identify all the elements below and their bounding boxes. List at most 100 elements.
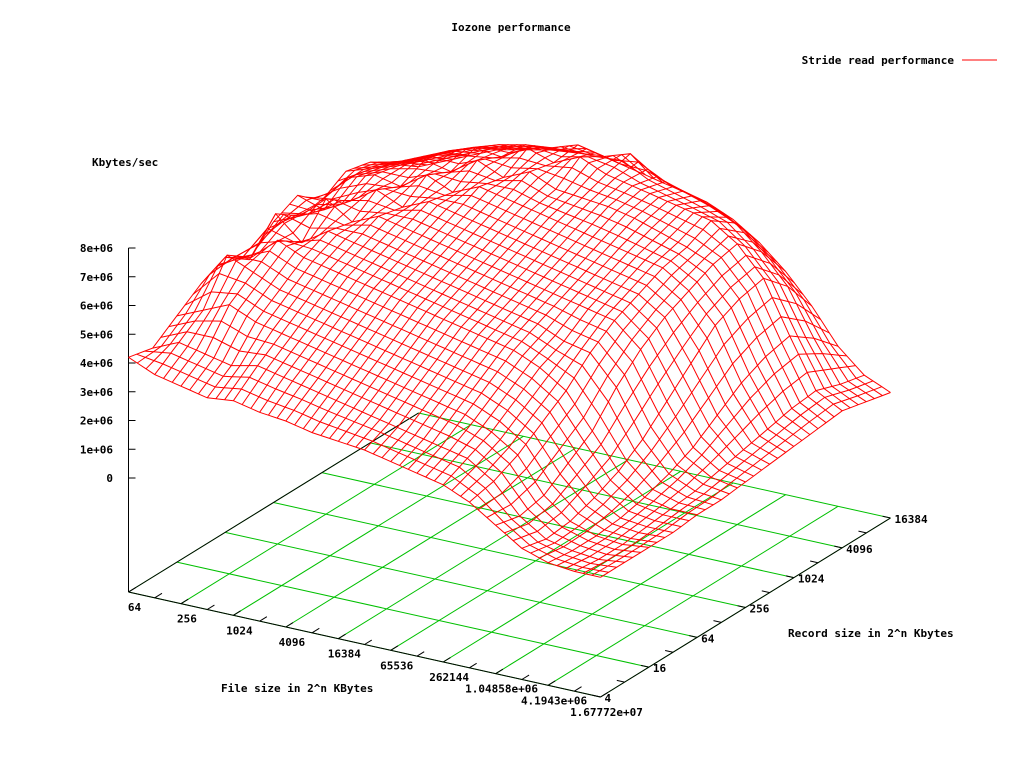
x-tick-label: 1024 [226, 624, 253, 637]
x-tick [128, 587, 137, 593]
y-axis-label: Record size in 2^n Kbytes [788, 627, 954, 640]
x-tick-label: 64 [128, 601, 142, 614]
y-tick [761, 590, 770, 594]
surface-line-file [565, 365, 856, 569]
z-tick-label: 7e+06 [80, 271, 113, 284]
surface-line-record [200, 254, 674, 533]
z-tick-label: 2e+06 [80, 415, 113, 428]
y-tick-label: 256 [750, 603, 770, 616]
y-tick-label: 4 [605, 692, 612, 705]
x-tick-label: 65536 [380, 659, 413, 672]
surface-line-record [313, 183, 787, 453]
surface-line-file [504, 254, 795, 534]
y-tick-label: 16384 [895, 513, 928, 526]
surface-line-record [410, 147, 883, 397]
x-tick [600, 692, 609, 698]
surface-line-record [418, 149, 891, 393]
x-axis-label: File size in 2^n KBytes [221, 682, 373, 695]
surface-line-record [128, 356, 601, 578]
legend-label: Stride read performance [802, 54, 955, 67]
x-tick [547, 680, 556, 686]
x-tick [154, 592, 163, 599]
x-tick-label: 1.04858e+06 [465, 683, 538, 696]
x-tick [495, 668, 504, 675]
y-tick [616, 679, 625, 683]
surface-line-record [402, 145, 875, 400]
surface-line-file [539, 316, 830, 559]
y-grid-line [273, 502, 746, 608]
y-grid-line [418, 412, 891, 519]
x-tick [206, 604, 215, 610]
y-tick [737, 605, 746, 608]
surface-line-record [160, 331, 633, 558]
y-tick [785, 575, 794, 579]
x-tick [364, 639, 373, 645]
surface-line-record [265, 212, 738, 489]
surface-line-record [136, 353, 609, 573]
y-tick [858, 530, 867, 534]
x-tick-label: 4096 [279, 636, 306, 649]
surface-line-record [354, 156, 827, 424]
y-grid-line [225, 531, 698, 638]
x-tick [259, 616, 268, 622]
x-tick [180, 598, 189, 605]
surface-line-record [281, 199, 754, 477]
x-tick [233, 610, 241, 616]
z-tick-label: 3e+06 [80, 386, 113, 399]
y-tick [592, 694, 601, 698]
x-tick [338, 633, 346, 640]
x-tick [311, 627, 320, 634]
y-tick [665, 650, 674, 653]
surface-line-record [386, 145, 859, 406]
x-tick [574, 686, 582, 692]
y-tick [834, 545, 843, 549]
x-tick [416, 651, 425, 657]
x-tick [521, 674, 530, 680]
x-tick [469, 662, 477, 669]
y-tick-label: 1024 [798, 573, 825, 586]
base-left-edge [128, 412, 419, 593]
y-tick [689, 635, 698, 638]
surface-line-file [189, 150, 480, 391]
surface-line-record [305, 188, 778, 459]
z-tick-label: 1e+06 [80, 443, 113, 456]
surface-line-record [144, 350, 617, 568]
surface-line-file [154, 158, 445, 375]
surface-line-record [184, 291, 657, 543]
y-tick-label: 64 [701, 632, 715, 645]
surface-line-record [329, 171, 803, 441]
surface-line-record [208, 255, 682, 528]
x-tick-label: 262144 [429, 671, 469, 684]
y-tick [810, 560, 819, 564]
surface-line-record [192, 272, 665, 538]
z-tick-label: 8e+06 [80, 242, 113, 255]
y-grid-line [370, 442, 843, 549]
surface-line-record [378, 146, 851, 409]
surface-line-record [370, 147, 843, 412]
z-tick-label: 0 [106, 472, 113, 485]
x-tick-label: 1.67772e+07 [570, 706, 643, 719]
z-tick-label: 5e+06 [80, 328, 113, 341]
z-tick-label: 6e+06 [80, 300, 113, 313]
y-grid-line [176, 561, 649, 668]
x-tick-label: 4.1943e+06 [521, 694, 588, 707]
surface-line-record [273, 198, 746, 483]
surface-line-record [216, 250, 690, 522]
y-tick-label: 4096 [846, 543, 873, 556]
surface-line-file [574, 374, 865, 572]
surface-line-record [225, 239, 698, 516]
surface-line-record [176, 304, 649, 548]
x-tick-label: 256 [177, 613, 197, 626]
surface-line-record [168, 320, 641, 553]
y-tick [640, 664, 649, 668]
surface-line-file [206, 146, 498, 399]
x-tick [390, 645, 399, 651]
surface-line-record [240, 227, 714, 506]
x-tick [285, 622, 294, 628]
x-tick [442, 657, 451, 663]
y-tick-label: 16 [653, 662, 667, 675]
y-tick [713, 620, 722, 623]
surface-line-record [321, 174, 795, 447]
surface-line-record [248, 212, 722, 501]
